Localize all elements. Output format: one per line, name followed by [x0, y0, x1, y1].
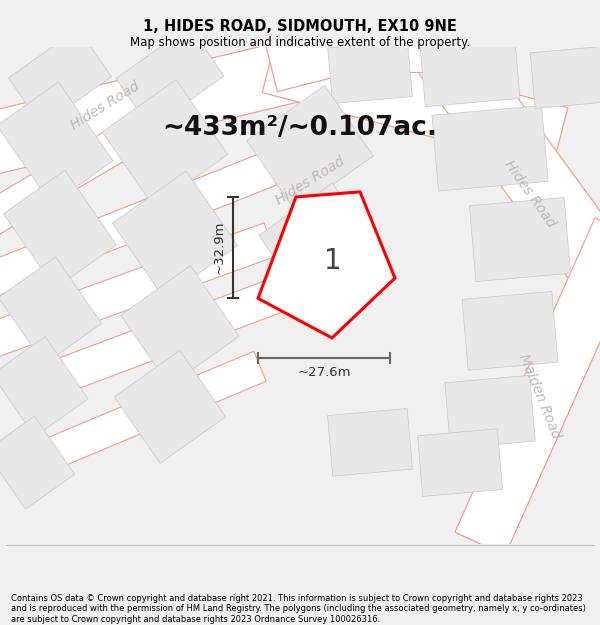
Text: Contains OS data © Crown copyright and database right 2021. This information is : Contains OS data © Crown copyright and d…	[11, 594, 586, 624]
Text: Map shows position and indicative extent of the property.: Map shows position and indicative extent…	[130, 36, 470, 49]
Polygon shape	[0, 257, 101, 364]
Polygon shape	[262, 32, 568, 169]
Polygon shape	[340, 21, 490, 72]
Polygon shape	[432, 106, 548, 191]
Polygon shape	[103, 79, 227, 207]
Text: ~433m²/~0.107ac.: ~433m²/~0.107ac.	[163, 115, 437, 141]
Polygon shape	[14, 274, 296, 408]
Polygon shape	[247, 86, 373, 211]
Polygon shape	[420, 38, 520, 107]
Polygon shape	[0, 336, 88, 437]
Text: Hides Road: Hides Road	[502, 158, 558, 230]
Text: Malden Road: Malden Road	[517, 352, 563, 441]
Text: ~27.6m: ~27.6m	[297, 366, 351, 379]
Polygon shape	[0, 416, 74, 509]
Polygon shape	[121, 266, 239, 386]
Text: ~32.9m: ~32.9m	[212, 221, 226, 274]
Polygon shape	[418, 429, 502, 496]
Polygon shape	[455, 218, 600, 555]
Polygon shape	[0, 152, 277, 297]
Text: Hides Road: Hides Road	[273, 154, 347, 208]
Text: 1, HIDES ROAD, SIDMOUTH, EX10 9NE: 1, HIDES ROAD, SIDMOUTH, EX10 9NE	[143, 19, 457, 34]
Polygon shape	[530, 46, 600, 108]
Polygon shape	[414, 28, 600, 300]
Polygon shape	[445, 376, 535, 449]
Polygon shape	[328, 409, 412, 476]
Polygon shape	[258, 192, 395, 338]
Polygon shape	[0, 31, 337, 179]
Polygon shape	[263, 18, 337, 92]
Polygon shape	[0, 223, 276, 358]
Polygon shape	[469, 198, 571, 282]
Text: 1: 1	[325, 247, 342, 274]
Polygon shape	[0, 92, 189, 234]
Text: Hides Road: Hides Road	[68, 79, 142, 132]
Polygon shape	[328, 41, 412, 104]
Polygon shape	[259, 183, 381, 306]
Polygon shape	[24, 351, 266, 478]
Polygon shape	[4, 170, 116, 289]
Polygon shape	[112, 171, 238, 298]
Polygon shape	[462, 291, 558, 370]
Polygon shape	[116, 26, 224, 128]
Polygon shape	[114, 351, 226, 463]
Polygon shape	[8, 29, 112, 126]
Polygon shape	[0, 82, 113, 204]
